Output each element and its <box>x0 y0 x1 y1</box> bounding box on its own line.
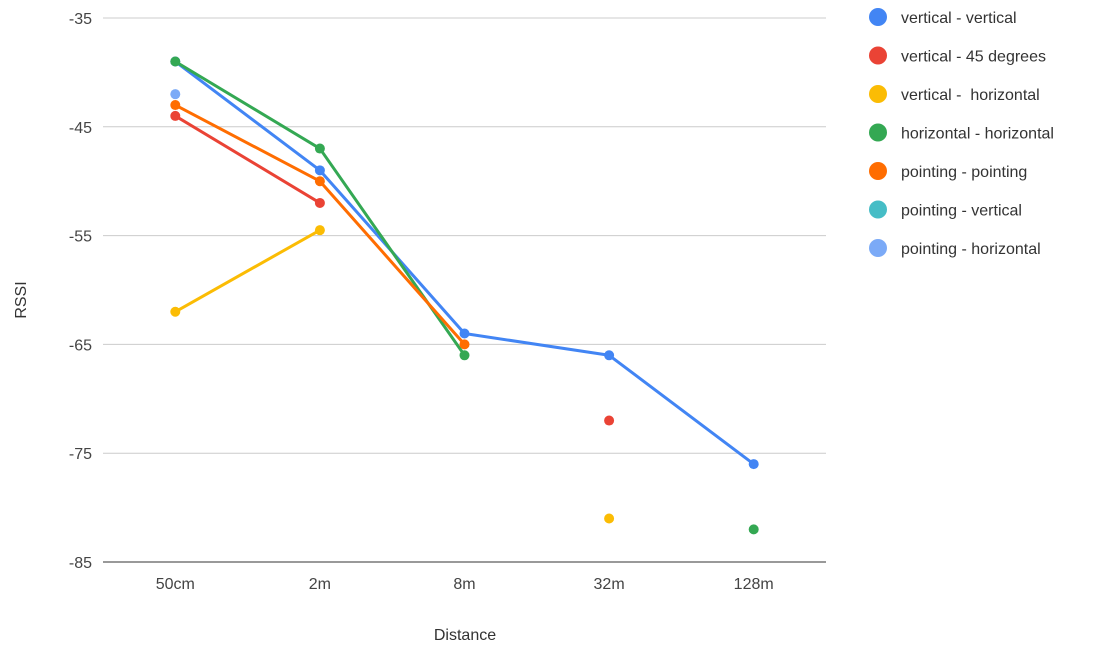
legend: vertical - vertical vertical - 45 degrees… <box>869 8 1054 258</box>
legend-item: pointing - horizontal <box>869 239 1041 258</box>
data-point <box>314 165 325 176</box>
series-6 <box>170 89 181 100</box>
legend-label: horizontal - horizontal <box>901 126 1054 143</box>
data-point <box>170 56 181 67</box>
x-tick-label: 32m <box>594 576 625 593</box>
data-point <box>604 513 615 524</box>
y-tick-label: -55 <box>69 229 92 246</box>
y-axis-ticks: -35 -45 -55 -65 -75 -85 <box>69 11 92 572</box>
series-line-segment <box>173 103 322 183</box>
series-line-segment <box>607 353 756 466</box>
series-line-segment <box>318 147 466 357</box>
legend-marker <box>869 123 887 142</box>
data-point <box>170 110 181 121</box>
y-tick-label: -75 <box>69 446 92 463</box>
series-line-segment <box>173 228 322 314</box>
data-point <box>170 89 181 100</box>
x-tick-label: 128m <box>734 576 774 593</box>
legend-marker <box>869 85 887 103</box>
legend-item: vertical - horizontal <box>869 85 1040 104</box>
series-3 <box>170 56 759 535</box>
series-line-segment <box>173 60 322 151</box>
y-tick-label: -35 <box>69 11 92 28</box>
data-point <box>314 225 325 236</box>
data-point <box>314 143 325 154</box>
legend-marker <box>869 239 887 257</box>
legend-marker <box>869 162 887 180</box>
legend-item: pointing - pointing <box>869 162 1027 181</box>
legend-marker <box>869 8 887 26</box>
legend-item: horizontal - horizontal <box>869 123 1054 143</box>
data-point <box>459 350 470 361</box>
y-tick-label: -85 <box>69 555 92 572</box>
legend-item: pointing - vertical <box>869 200 1022 220</box>
x-tick-label: 8m <box>453 576 475 593</box>
legend-label: pointing - vertical <box>901 203 1022 220</box>
series-line-segment <box>463 332 611 357</box>
x-tick-label: 50cm <box>156 576 195 593</box>
data-point <box>459 339 470 350</box>
data-point <box>748 459 759 470</box>
data-point <box>604 415 615 426</box>
data-point <box>748 524 759 535</box>
y-axis-title: RSSI <box>13 281 30 318</box>
data-point <box>314 197 325 208</box>
legend-item: vertical - vertical <box>869 8 1017 27</box>
data-point <box>170 100 181 111</box>
series-line-segment <box>173 60 322 172</box>
x-axis-title: Distance <box>434 627 496 644</box>
legend-label: pointing - pointing <box>901 164 1027 181</box>
data-point <box>170 306 181 317</box>
legend-label: vertical - vertical <box>901 10 1017 27</box>
legend-label: pointing - horizontal <box>901 241 1041 258</box>
series-1 <box>170 110 615 426</box>
series-2 <box>170 225 615 524</box>
series-4 <box>170 100 470 350</box>
legend-item: vertical - 45 degrees <box>869 46 1046 66</box>
data-point <box>459 328 470 339</box>
series-0 <box>170 56 759 470</box>
data-point <box>604 350 615 361</box>
legend-label: vertical - horizontal <box>901 87 1040 104</box>
legend-marker <box>869 46 887 65</box>
series-layer <box>170 56 759 535</box>
series-line-segment <box>318 179 466 346</box>
x-tick-label: 2m <box>309 576 331 593</box>
y-tick-label: -45 <box>69 120 92 137</box>
legend-marker <box>869 200 887 219</box>
x-axis-ticks: 50cm 2m 8m 32m 128m <box>156 576 774 593</box>
y-tick-label: -65 <box>69 337 92 354</box>
series-line-segment <box>173 114 322 205</box>
legend-label: vertical - 45 degrees <box>901 49 1046 66</box>
data-point <box>314 176 325 187</box>
grid-layer <box>103 17 826 563</box>
